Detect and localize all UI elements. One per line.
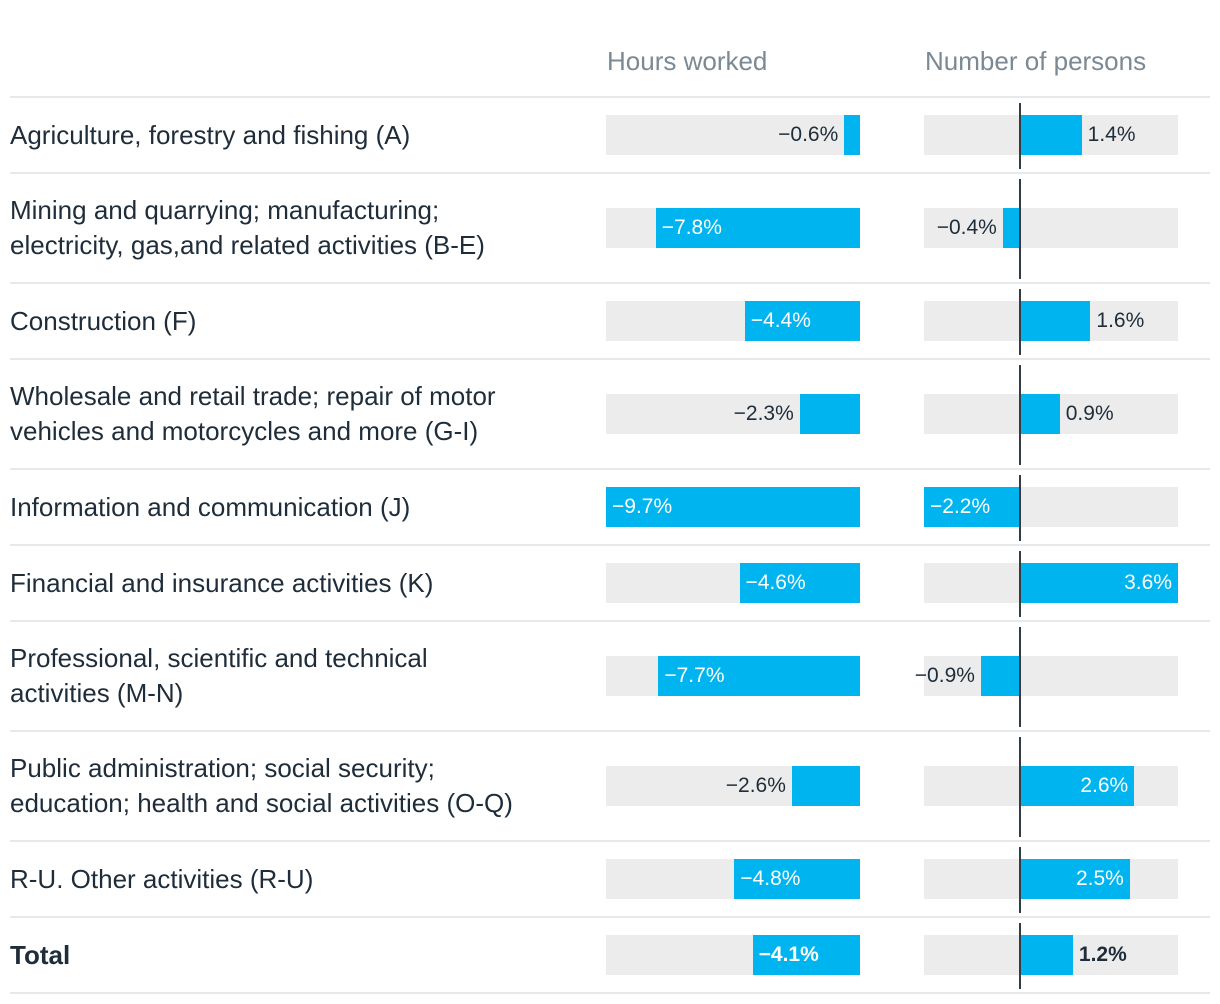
row-separator — [10, 620, 1210, 622]
zero-line — [1019, 289, 1022, 355]
bar — [744, 301, 860, 341]
data-label: 1.6% — [1096, 309, 1145, 332]
row-separator — [10, 992, 1210, 994]
row-separator — [10, 172, 1210, 174]
row-separator — [10, 840, 1210, 842]
bar — [606, 487, 860, 527]
row-separator — [10, 358, 1210, 360]
category-label: Public administration; social security; … — [10, 753, 513, 818]
data-label: 1.4% — [1087, 123, 1136, 146]
bar — [1020, 115, 1082, 155]
bar — [734, 859, 860, 899]
bar — [658, 656, 860, 696]
column-header-number-of-persons: Number of persons — [925, 46, 1147, 76]
bar — [1020, 766, 1135, 806]
category-label: Financial and insurance activities (K) — [10, 567, 434, 598]
category-label: Wholesale and retail trade; repair of mo… — [10, 381, 496, 446]
data-label: −0.4% — [936, 216, 997, 239]
zero-line — [1019, 103, 1022, 169]
row-separator — [10, 468, 1210, 470]
data-label: 3.6% — [1124, 571, 1172, 594]
data-label: −2.2% — [930, 495, 991, 518]
bar — [655, 208, 860, 248]
data-label: −0.6% — [778, 123, 839, 146]
zero-line — [1019, 179, 1022, 279]
data-label: −4.1% — [758, 943, 819, 966]
column-header-hours-worked: Hours worked — [607, 46, 768, 76]
bar — [1020, 301, 1091, 341]
zero-line — [1019, 551, 1022, 617]
bar — [1020, 859, 1130, 899]
category-label: R-U. Other activities (R-U) — [10, 863, 314, 894]
bar — [1002, 208, 1021, 248]
row-separator — [10, 96, 1210, 98]
bar — [844, 115, 860, 155]
bar — [752, 935, 860, 975]
bar-track — [924, 656, 1178, 696]
bar — [1020, 563, 1178, 603]
data-label: −7.7% — [664, 664, 725, 687]
bar-track — [924, 208, 1178, 248]
data-label: 0.9% — [1065, 402, 1114, 425]
zero-line — [1019, 627, 1022, 727]
row-separator — [10, 282, 1210, 284]
zero-line — [1019, 847, 1022, 913]
zero-line — [1019, 365, 1022, 465]
data-label: −2.6% — [725, 774, 786, 797]
row-separator — [10, 544, 1210, 546]
category-label: Construction (F) — [10, 305, 197, 336]
data-label: −0.9% — [914, 664, 975, 687]
row-separator — [10, 730, 1210, 732]
zero-line — [1019, 475, 1022, 541]
data-label: −7.8% — [661, 216, 722, 239]
category-label: Professional, scientific and technical a… — [10, 643, 428, 708]
bar — [791, 766, 860, 806]
category-label: Mining and quarrying; manufacturing; ele… — [10, 195, 485, 260]
data-label: 2.6% — [1080, 774, 1129, 797]
category-label: Total — [10, 939, 71, 970]
data-label: 2.5% — [1075, 867, 1124, 890]
bar — [1020, 935, 1073, 975]
category-label: Agriculture, forestry and fishing (A) — [10, 119, 411, 150]
row-separator — [10, 916, 1210, 918]
bar-track — [606, 115, 860, 155]
data-label: −2.3% — [733, 402, 794, 425]
data-label: −9.7% — [612, 495, 673, 518]
data-label: −4.8% — [740, 867, 801, 890]
bar — [980, 656, 1021, 696]
zero-line — [1019, 737, 1022, 837]
data-label: 1.2% — [1078, 943, 1127, 966]
data-label: −4.6% — [745, 571, 806, 594]
data-label: −4.4% — [750, 309, 811, 332]
bar — [924, 487, 1021, 527]
bar — [1020, 394, 1060, 434]
zero-line — [1019, 923, 1022, 989]
bar — [799, 394, 860, 434]
bar — [739, 563, 860, 603]
category-label: Information and communication (J) — [10, 491, 411, 522]
